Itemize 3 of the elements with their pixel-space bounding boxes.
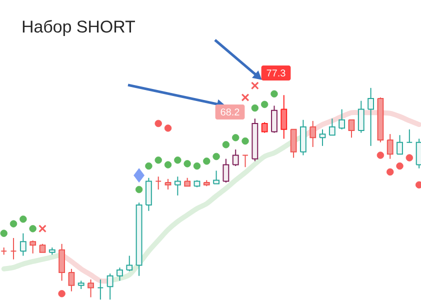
annotation: 68.2 bbox=[220, 108, 240, 116]
text: 77.3 bbox=[266, 69, 286, 77]
chart-title: Набор SHORT bbox=[22, 20, 135, 36]
